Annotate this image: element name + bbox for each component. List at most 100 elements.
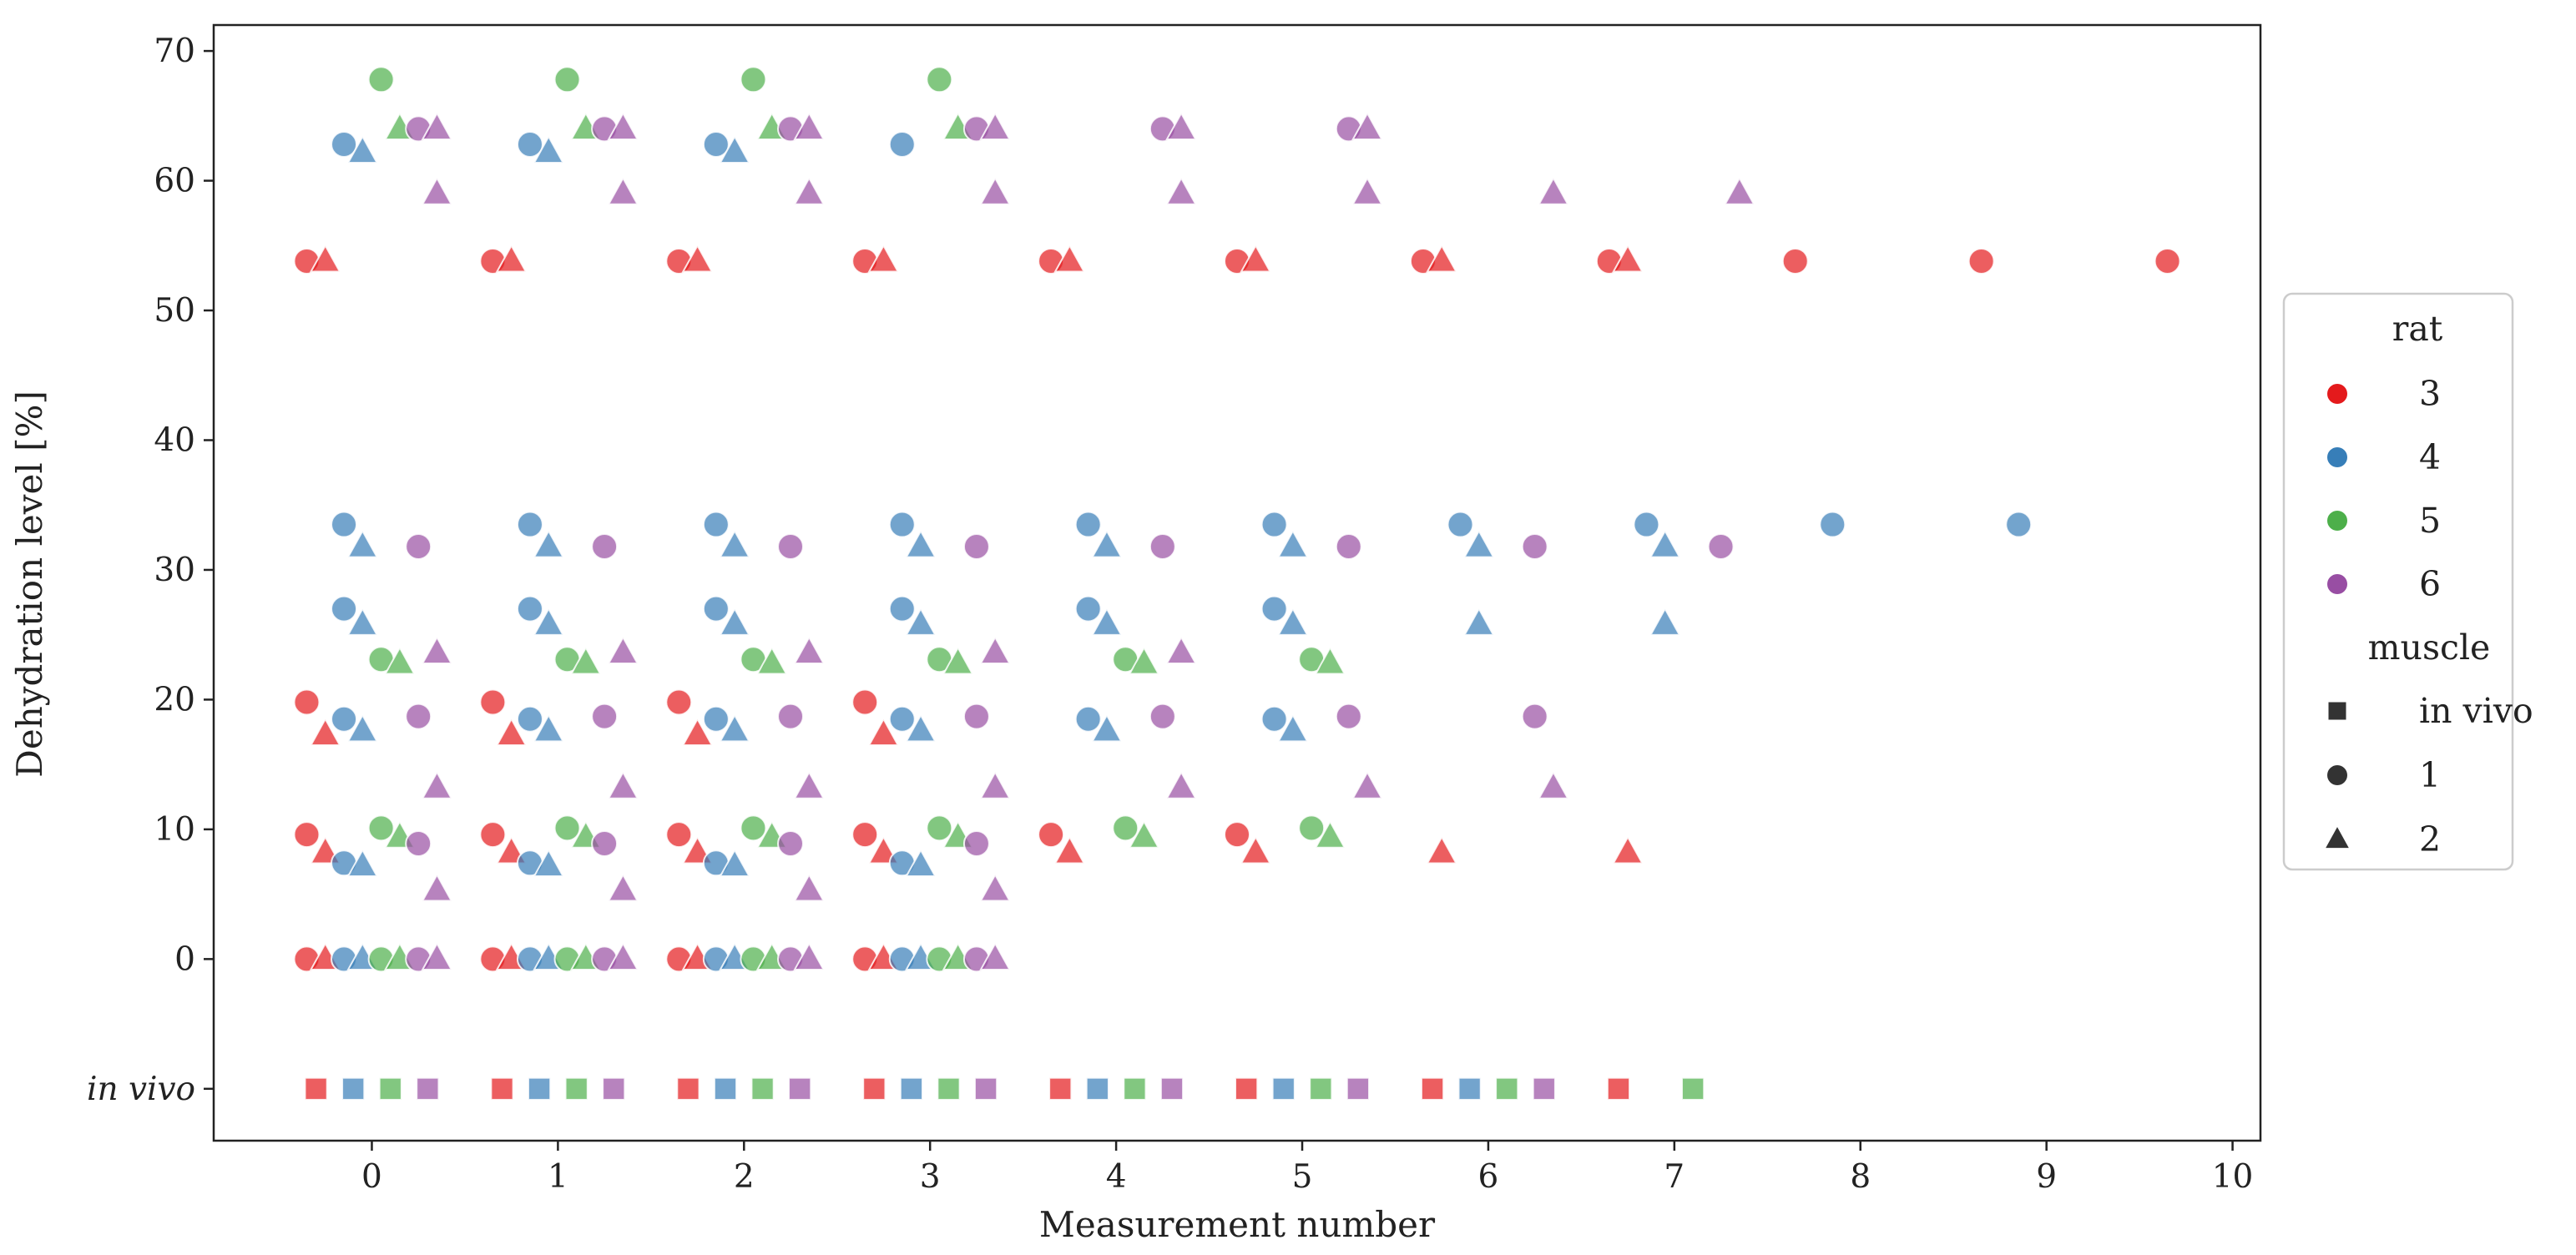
y-tick-label: 70 — [154, 33, 195, 70]
legend-style-label: 2 — [2419, 819, 2441, 859]
data-point-circle — [777, 532, 805, 560]
data-point-circle — [331, 705, 358, 733]
data-point-circle — [1781, 247, 1809, 275]
legend-hue-label: 5 — [2419, 501, 2441, 541]
data-point-circle — [888, 705, 916, 733]
series-rat-6-muscle-2 — [421, 111, 1755, 970]
data-point-circle — [516, 511, 543, 538]
data-point-triangle — [867, 244, 900, 273]
data-point-triangle — [905, 848, 937, 878]
x-tick-label: 10 — [2212, 1158, 2254, 1196]
legend-style-entries: in vivo 1 2 — [2326, 691, 2533, 859]
data-point-circle — [1633, 511, 1660, 538]
data-point-circle — [888, 595, 916, 622]
data-point-triangle — [681, 244, 714, 273]
data-point-triangle — [1612, 244, 1644, 273]
data-point-circle — [888, 131, 916, 159]
data-point-circle — [367, 66, 395, 93]
data-point-square — [304, 1076, 328, 1101]
data-point-circle — [1521, 703, 1548, 730]
data-point-triangle — [1240, 835, 1272, 864]
legend-hue-swatch — [2327, 574, 2347, 594]
data-point-triangle — [793, 941, 826, 970]
series-rat-6-muscle-1 — [405, 115, 1735, 973]
data-point-circle — [702, 705, 730, 733]
data-point-square — [378, 1076, 402, 1101]
data-point-triangle — [607, 770, 639, 799]
data-point-circle — [1038, 821, 1065, 849]
y-tick-label: 10 — [154, 811, 195, 849]
data-point-circle — [1819, 511, 1846, 538]
data-point-triangle — [1165, 111, 1198, 140]
legend-hue-label: 3 — [2419, 374, 2441, 414]
x-tick-label: 2 — [734, 1158, 755, 1196]
series-rat-3-muscle-in-vivo — [304, 1076, 1631, 1101]
data-point-square — [1085, 1076, 1109, 1101]
data-point-square — [1681, 1076, 1705, 1101]
data-point-circle — [665, 688, 693, 716]
data-point-triangle — [1165, 176, 1198, 205]
series-rat-6-muscle-in-vivo — [416, 1076, 1556, 1101]
data-point-square — [676, 1076, 700, 1101]
data-point-triangle — [1276, 713, 1309, 743]
x-tick-label: 6 — [1478, 1158, 1499, 1196]
data-point-triangle — [719, 134, 751, 164]
data-point-triangle — [867, 717, 900, 746]
data-point-square — [1309, 1076, 1333, 1101]
y-tick-label: 20 — [154, 681, 195, 718]
data-point-circle — [1447, 511, 1474, 538]
x-tick-label: 5 — [1292, 1158, 1313, 1196]
data-point-circle — [553, 814, 581, 842]
y-tick-label: 40 — [154, 421, 195, 459]
data-point-circle — [851, 821, 879, 849]
plot-frame — [212, 23, 2262, 1142]
data-point-triangle — [346, 713, 379, 743]
data-point-triangle — [1165, 770, 1198, 799]
data-point-circle — [516, 595, 543, 622]
data-point-triangle — [1649, 529, 1681, 558]
legend-hue-label: 6 — [2419, 564, 2441, 604]
data-point-triangle — [607, 176, 639, 205]
data-point-triangle — [1276, 529, 1309, 558]
legend-frame — [2282, 292, 2514, 871]
data-point-square — [1271, 1076, 1296, 1101]
x-axis-title: Measurement number — [1039, 1204, 1436, 1245]
data-point-circle — [405, 829, 432, 857]
data-point-triangle — [793, 770, 826, 799]
data-point-square — [713, 1076, 738, 1101]
data-point-square — [788, 1076, 812, 1101]
series-rat-5-muscle-in-vivo — [378, 1076, 1705, 1101]
data-point-circle — [888, 511, 916, 538]
data-point-triangle — [793, 111, 826, 140]
data-point-square — [862, 1076, 886, 1101]
data-point-square — [416, 1076, 440, 1101]
data-point-square — [1532, 1076, 1556, 1101]
data-point-triangle — [979, 176, 1012, 205]
data-point-triangle — [533, 529, 565, 558]
data-point-circle — [1112, 814, 1139, 842]
data-point-triangle — [1351, 176, 1383, 205]
data-point-circle — [926, 66, 953, 93]
data-point-square — [341, 1076, 366, 1101]
data-point-triangle — [1462, 529, 1495, 558]
data-point-circle — [1298, 814, 1326, 842]
data-point-circle — [962, 829, 990, 857]
data-point-square — [490, 1076, 514, 1101]
data-point-triangle — [979, 635, 1012, 665]
data-point-square — [1123, 1076, 1147, 1101]
series-rat-4-muscle-in-vivo — [341, 1076, 1482, 1101]
data-point-triangle — [793, 176, 826, 205]
data-point-square — [937, 1076, 961, 1101]
data-point-triangle — [1053, 244, 1086, 273]
y-tick-label: in vivo — [87, 1071, 195, 1108]
data-point-circle — [962, 532, 990, 560]
legend: rat 3 4 5 6 muscle in vivo 1 2 — [2282, 292, 2533, 871]
data-point-square — [750, 1076, 775, 1101]
legend-style-title: muscle — [2368, 628, 2491, 668]
legend-style-label: 1 — [2419, 755, 2441, 795]
series-rat-5-muscle-1 — [367, 66, 1326, 973]
data-point-triangle — [979, 873, 1012, 902]
data-point-triangle — [979, 941, 1012, 970]
x-tick-label: 4 — [1106, 1158, 1127, 1196]
